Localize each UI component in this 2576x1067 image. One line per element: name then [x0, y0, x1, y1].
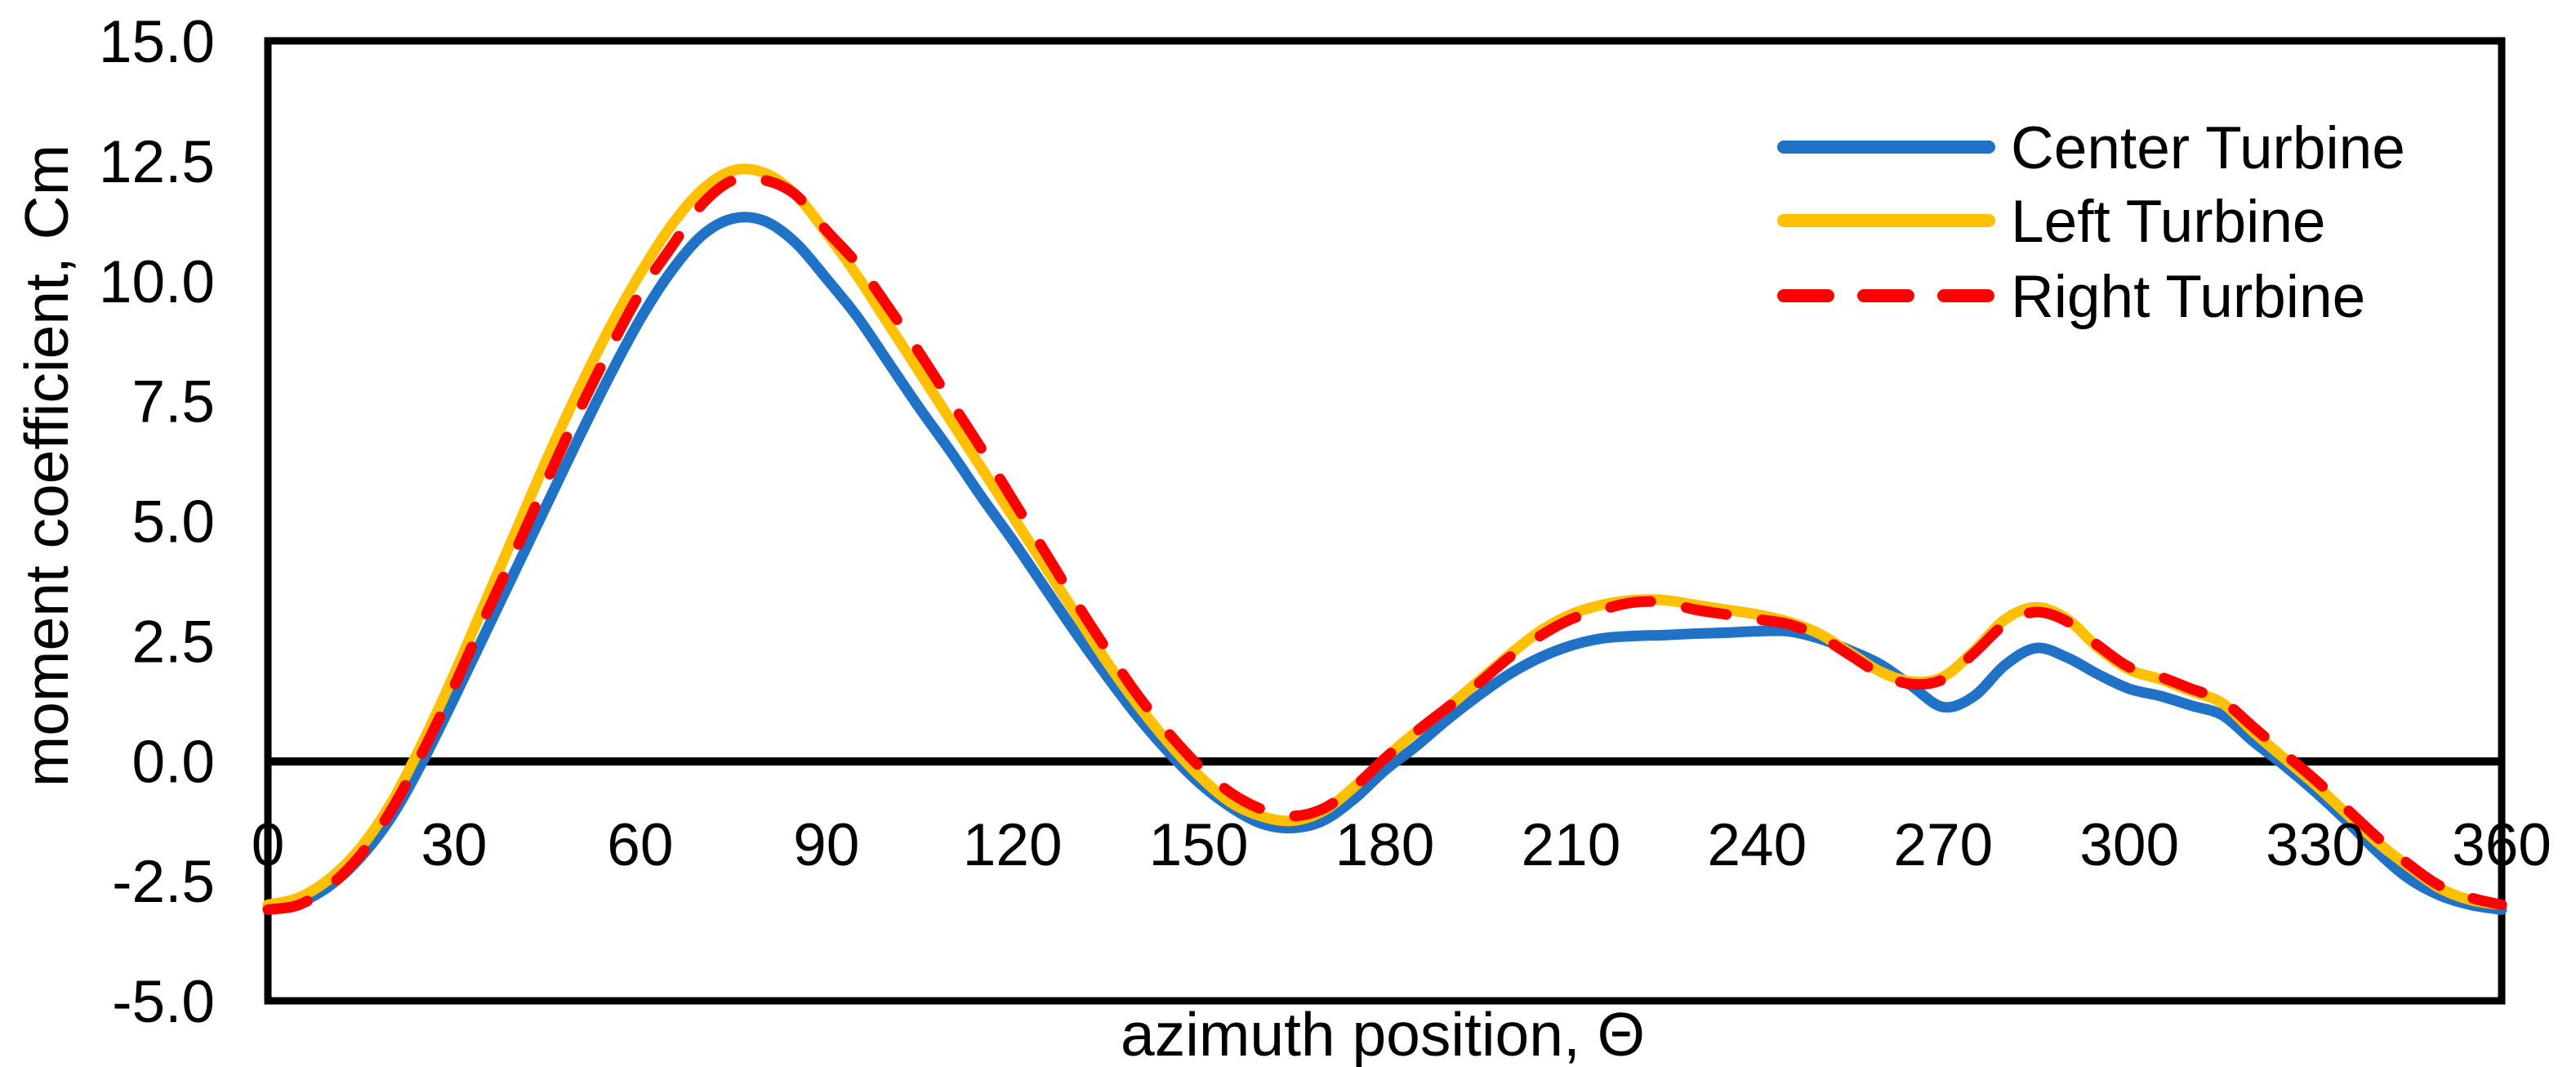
x-tick-label: 360: [2452, 812, 2551, 878]
y-axis-title: moment coefficient, Cm: [12, 145, 81, 787]
x-tick-label: 210: [1522, 812, 1621, 878]
x-tick-label: 30: [421, 812, 487, 878]
x-tick-label: 60: [607, 812, 673, 878]
y-tick-label: -2.5: [112, 849, 215, 915]
legend-label-left-turbine: Left Turbine: [2011, 189, 2326, 255]
series-line-center-turbine: [262, 212, 2507, 915]
x-tick-label: 270: [1893, 812, 1993, 878]
y-tick-label: 0.0: [132, 729, 215, 795]
x-tick-label: 120: [963, 812, 1063, 878]
series-line-right-turbine: [262, 172, 2507, 915]
y-tick-label: 2.5: [132, 609, 215, 675]
x-tick-label: 300: [2079, 812, 2179, 878]
y-tick-label: 5.0: [132, 489, 215, 556]
y-tick-label: 12.5: [99, 129, 215, 195]
x-tick-label: 240: [1707, 812, 1807, 878]
legend: Center Turbine Left Turbine Right Turbin…: [1777, 115, 2405, 330]
x-tick-label: 180: [1335, 812, 1435, 878]
x-tick-label: 330: [2266, 812, 2365, 878]
x-tick-label: 150: [1149, 812, 1249, 878]
plot-border: [264, 37, 2506, 1005]
x-axis-title: azimuth position, Θ: [1121, 1000, 1645, 1067]
legend-label-center-turbine: Center Turbine: [2011, 115, 2405, 181]
y-tick-label: 15.0: [99, 9, 215, 75]
y-tick-label: 10.0: [99, 249, 215, 315]
y-tick-label: -5.0: [112, 969, 215, 1035]
ticks-layer: 0 30 60 90 120 150 180 210 240 270 300 330 360 15.0 12…: [99, 9, 2551, 1035]
y-tick-label: 7.5: [132, 369, 215, 435]
series-layer: [262, 163, 2507, 915]
legend-label-right-turbine: Right Turbine: [2011, 264, 2365, 330]
x-tick-label: 0: [252, 812, 285, 878]
x-tick-label: 90: [793, 812, 859, 878]
